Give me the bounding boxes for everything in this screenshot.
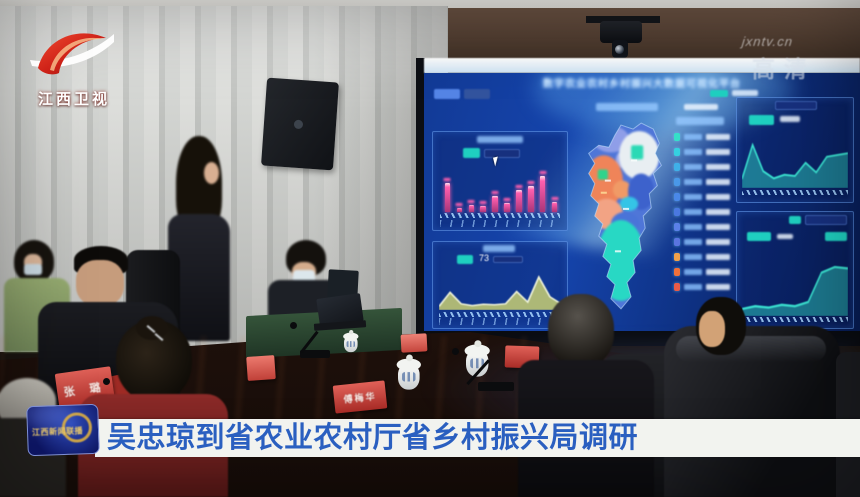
legend-icon: [674, 132, 681, 141]
panel-title-blur: [805, 215, 847, 225]
news-caption-bar: 吴忠琼到省农业农村厅省乡村振兴局调研: [95, 419, 860, 457]
header-chip-light: [732, 90, 758, 96]
channel-logo-swoosh-icon: [30, 33, 114, 75]
program-badge: 江西新闻联播: [26, 403, 100, 457]
channel-logo-text: 江西卫视: [37, 91, 110, 108]
presenter-face: [204, 162, 219, 184]
legend-chip-teal: [825, 232, 847, 241]
legend-icon: [674, 237, 681, 246]
legend-icon: [674, 147, 681, 156]
legend-chip-teal: [747, 232, 771, 241]
leather-chair-large: [664, 326, 840, 497]
screen-bezel: [416, 58, 425, 346]
legend-icon: [674, 252, 681, 261]
name-card: [400, 333, 428, 353]
legend-icon: [674, 192, 681, 201]
dashboard-tab-2: [464, 89, 490, 99]
legend-icon: [674, 222, 681, 231]
legend-row: [674, 266, 730, 277]
map-title-blur: [596, 103, 658, 111]
screen-top-glare: [424, 58, 860, 73]
legend-row: [674, 281, 730, 292]
wall-speaker: [261, 77, 339, 171]
legend-icon: [674, 267, 681, 276]
news-caption-text: 吴忠琼到省农业农村厅省乡村振兴局调研: [107, 422, 639, 454]
legend-chip-dark: [493, 256, 523, 263]
dashboard: 数字农业农村乡村振兴大数据可视化平台 73: [424, 73, 860, 331]
area-chart: [439, 266, 561, 310]
dashboard-tab-1: [434, 89, 460, 99]
foreground-woman-red: [78, 316, 238, 497]
panel-area-chart-right-top: [736, 97, 854, 203]
led-dashboard-screen: 数字农业农村乡村振兴大数据可视化平台 73: [416, 58, 860, 346]
title-chip-teal: [789, 216, 801, 224]
x-axis-labels-blur: [439, 318, 561, 325]
channel-logo: 江西卫视: [26, 26, 122, 112]
seated-man-right: [696, 297, 746, 355]
legend-icon: [674, 282, 681, 291]
axis-baseline: [439, 312, 561, 317]
legend-label-blur: [777, 234, 793, 239]
axis-baseline: [440, 213, 560, 218]
ceiling-camera: [600, 21, 642, 43]
panel-area-chart-left: 73: [432, 241, 568, 329]
legend-row: [674, 221, 730, 232]
website-watermark: jxntv.cn: [741, 34, 794, 49]
ceiling-camera-mount: [586, 16, 660, 23]
panel-title-blur: [775, 101, 817, 110]
legend-chip-teal: [457, 255, 473, 264]
face: [76, 260, 124, 306]
name-card-label: 傅梅华: [343, 390, 377, 405]
legend-title-blur: [676, 117, 724, 125]
legend-row: [674, 191, 730, 202]
legend-icon: [674, 207, 681, 216]
map-legend-list: [674, 131, 730, 311]
legend-row: [674, 131, 730, 142]
bar-chart: [443, 166, 559, 212]
face-mask: [293, 270, 315, 283]
legend-row: [674, 176, 730, 187]
panel-area-chart-right-bottom: [736, 211, 854, 329]
stat-value: 73: [479, 253, 490, 263]
axis-baseline: [742, 190, 848, 195]
legend-row: [674, 161, 730, 172]
legend-row: [674, 251, 730, 262]
area-chart: [742, 128, 848, 188]
dashboard-title: 数字农业农村乡村振兴大数据可视化平台: [543, 79, 741, 88]
panel-title-blur: [477, 136, 523, 143]
map-subtitle-blur: [684, 104, 718, 110]
legend-icon: [674, 162, 681, 171]
face-mask: [24, 264, 42, 275]
legend-label-blur: [780, 116, 800, 122]
name-card: [246, 355, 276, 381]
program-badge-text: 江西新闻联播: [31, 426, 84, 438]
name-card: 傅梅华: [332, 380, 388, 414]
foreground-man-back: [518, 294, 674, 497]
legend-row: [674, 206, 730, 217]
camera-lens-icon: [612, 40, 628, 58]
area-chart: [742, 246, 848, 316]
legend-row: [674, 146, 730, 157]
head: [548, 294, 614, 368]
province-map: [587, 122, 662, 310]
axis-baseline: [742, 317, 848, 322]
legend-row: [674, 236, 730, 247]
header-chip-teal: [710, 90, 728, 97]
legend-chip-teal: [749, 115, 774, 125]
panel-title-blur: [483, 245, 515, 252]
panel-bar-chart: [432, 131, 568, 231]
hd-watermark: 高清: [752, 56, 816, 82]
x-axis-labels-blur: [440, 220, 560, 227]
face: [699, 311, 725, 347]
panel-province-map: [576, 103, 732, 329]
legend-chip-teal: [463, 148, 480, 158]
legend-chip-dark: [484, 149, 520, 158]
legend-icon: [674, 177, 681, 186]
